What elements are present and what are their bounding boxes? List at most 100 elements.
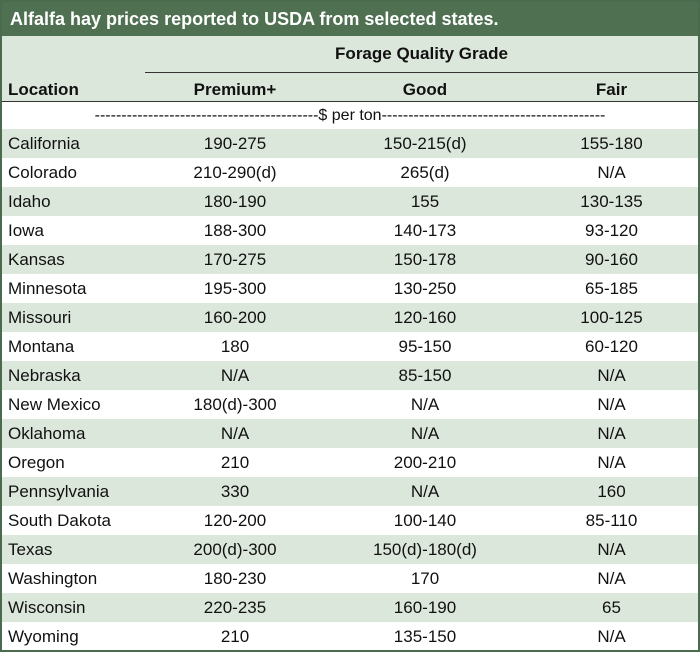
table-row: Washington 180-230 170 N/A [2,564,698,593]
group-header: Forage Quality Grade [335,44,508,63]
good-cell: 150(d)-180(d) [373,540,477,559]
location-cell: Wisconsin [8,598,86,617]
table-row: Oregon 210 200-210 N/A [2,448,698,477]
fair-cell: N/A [597,163,626,182]
good-cell: 150-178 [393,250,457,269]
premium-cell: 180 [220,337,250,356]
table-row: South Dakota 120-200 100-140 85-110 [2,506,698,535]
premium-cell: 180-230 [203,569,267,588]
location-cell: Texas [8,540,53,559]
location-cell: Minnesota [8,279,87,298]
premium-cell: 180-190 [203,192,267,211]
good-cell: 95-150 [398,337,452,356]
table-row: Iowa 188-300 140-173 93-120 [2,216,698,245]
premium-cell: 188-300 [203,221,267,240]
table-row: Kansas 170-275 150-178 90-160 [2,245,698,274]
premium-cell: 160-200 [203,308,267,327]
table-row: Texas 200(d)-300 150(d)-180(d) N/A [2,535,698,564]
group-divider [145,72,698,73]
good-cell: 155 [410,192,440,211]
good-cell: 100-140 [393,511,457,530]
table-row: Montana 180 95-150 60-120 [2,332,698,361]
fair-cell: 100-125 [580,308,643,327]
unit-row: ----------------------------------------… [2,102,698,129]
location-cell: Nebraska [8,366,81,385]
location-cell: Montana [8,337,75,356]
table-row: Colorado 210-290(d) 265(d) N/A [2,158,698,187]
location-cell: Pennsylvania [8,482,110,501]
fair-cell: 60-120 [585,337,638,356]
location-cell: Idaho [8,192,51,211]
good-cell: N/A [410,424,440,443]
good-cell: 85-150 [398,366,452,385]
premium-cell: 210 [220,453,250,472]
table-row: Wyoming 210 135-150 N/A [2,622,698,650]
column-header-good: Good [402,80,448,99]
location-cell: New Mexico [8,395,101,414]
table-row: Missouri 160-200 120-160 100-125 [2,303,698,332]
table-row: Wisconsin 220-235 160-190 65 [2,593,698,622]
premium-cell: 195-300 [203,279,267,298]
fair-cell: 160 [597,482,626,501]
table-row: California 190-275 150-215(d) 155-180 [2,129,698,158]
good-cell: 150-215(d) [383,134,467,153]
table-title: Alfalfa hay prices reported to USDA from… [2,2,698,36]
premium-cell: N/A [220,366,250,385]
premium-cell: 200(d)-300 [193,540,277,559]
header-divider [2,101,698,102]
location-cell: California [8,134,80,153]
location-cell: Oregon [8,453,65,472]
location-cell: Washington [8,569,98,588]
column-header-fair: Fair [595,80,628,99]
fair-cell: N/A [597,366,626,385]
location-cell: Kansas [8,250,65,269]
fair-cell: N/A [597,569,626,588]
table-row: Minnesota 195-300 130-250 65-185 [2,274,698,303]
table-body: California 190-275 150-215(d) 155-180 Colora… [2,129,698,650]
location-cell: South Dakota [8,511,112,530]
good-cell: 135-150 [393,627,457,646]
location-cell: Iowa [8,221,44,240]
premium-cell: 120-200 [203,511,267,530]
fair-cell: N/A [597,627,626,646]
column-header-premium: Premium+ [193,80,277,99]
good-cell: 160-190 [393,598,457,617]
good-cell: 170 [410,569,440,588]
fair-cell: 65-185 [585,279,638,298]
fair-cell: 155-180 [580,134,643,153]
good-cell: 265(d) [400,163,450,182]
table-row: Oklahoma N/A N/A N/A [2,419,698,448]
fair-cell: 85-110 [585,511,638,530]
good-cell: 130-250 [393,279,457,298]
fair-cell: N/A [597,424,626,443]
location-cell: Colorado [8,163,77,182]
table-row: New Mexico 180(d)-300 N/A N/A [2,390,698,419]
fair-cell: N/A [597,540,626,559]
location-cell: Wyoming [8,627,79,646]
fair-cell: 130-135 [580,192,643,211]
premium-cell: N/A [220,424,250,443]
premium-cell: 210 [220,627,250,646]
fair-cell: 93-120 [585,221,638,240]
fair-cell: 90-160 [585,250,638,269]
good-cell: 200-210 [393,453,457,472]
good-cell: 140-173 [393,221,457,240]
good-cell: N/A [410,395,440,414]
column-header-location: Location [8,80,79,99]
fair-cell: 65 [602,598,621,617]
premium-cell: 220-235 [203,598,267,617]
premium-cell: 210-290(d) [193,163,277,182]
table-row: Nebraska N/A 85-150 N/A [2,361,698,390]
premium-cell: 330 [220,482,250,501]
premium-cell: 170-275 [203,250,267,269]
table-header: Forage Quality Grade Location Premium+ G… [2,36,698,102]
location-cell: Missouri [8,308,72,327]
table-row: Pennsylvania 330 N/A 160 [2,477,698,506]
fair-cell: N/A [597,395,626,414]
location-cell: Oklahoma [8,424,86,443]
premium-cell: 180(d)-300 [193,395,277,414]
premium-cell: 190-275 [203,134,267,153]
good-cell: 120-160 [393,308,457,327]
good-cell: N/A [410,482,440,501]
